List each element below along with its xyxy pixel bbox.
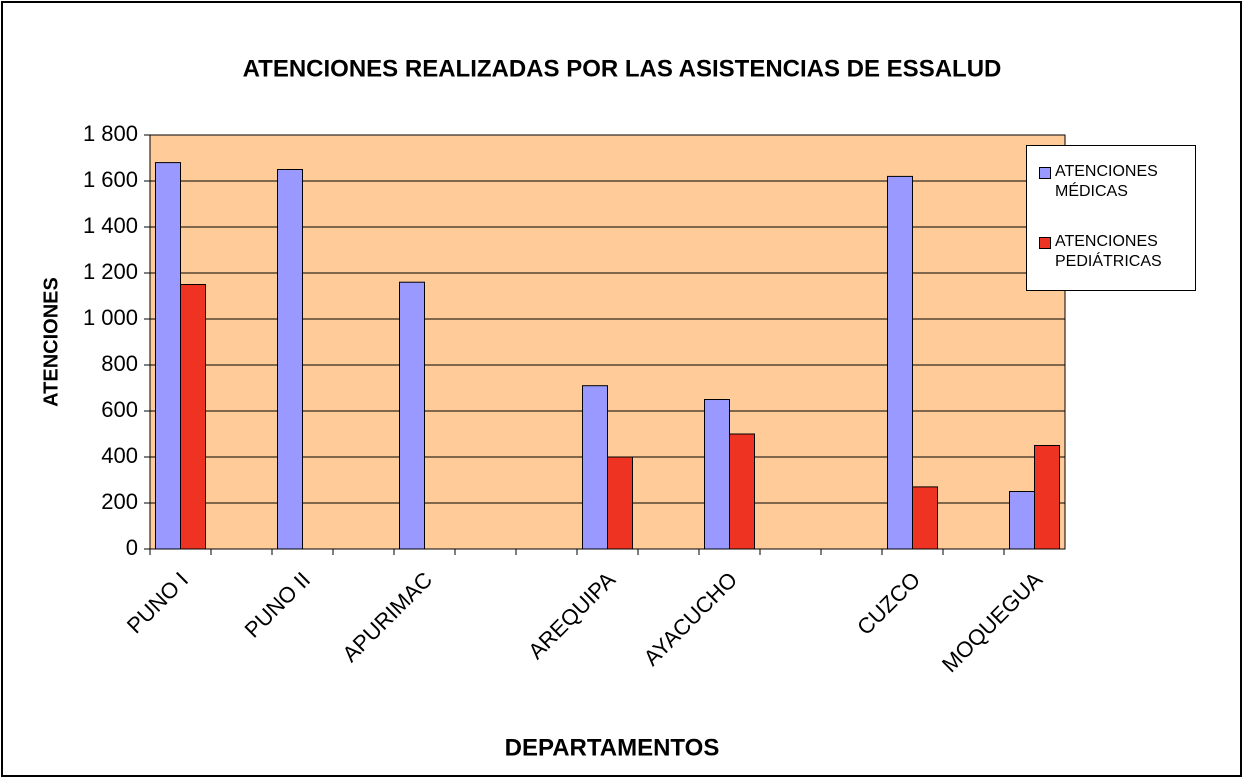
bar: [582, 385, 608, 550]
bar: [180, 284, 206, 550]
legend-swatch: [1039, 237, 1051, 249]
bar: [607, 456, 633, 550]
y-tick-label: 1 600: [83, 167, 138, 192]
y-tick-label: 1 200: [83, 259, 138, 284]
bar: [399, 281, 425, 550]
bar: [729, 433, 755, 550]
legend-swatch: [1039, 167, 1051, 179]
legend-label: ATENCIONES PEDIÁTRICAS: [1055, 233, 1162, 270]
legend-label: ATENCIONES MÉDICAS: [1055, 163, 1158, 200]
bar: [277, 169, 303, 550]
bar: [704, 399, 730, 550]
bar: [1034, 445, 1060, 550]
legend: ATENCIONES MÉDICAS ATENCIONES PEDIÁTRICAS: [1026, 145, 1196, 291]
y-tick-label: 400: [101, 443, 138, 468]
x-axis-label: DEPARTAMENTOS: [505, 734, 720, 761]
y-tick-label: 200: [101, 489, 138, 514]
y-tick-label: 0: [126, 535, 138, 560]
y-tick-label: 800: [101, 351, 138, 376]
y-tick-label: 1 800: [83, 121, 138, 146]
bar: [887, 175, 913, 550]
y-tick-label: 600: [101, 397, 138, 422]
bar: [155, 162, 181, 550]
y-tick-label: 1 000: [83, 305, 138, 330]
chart-title: ATENCIONES REALIZADAS POR LAS ASISTENCIA…: [243, 55, 1002, 82]
y-axis-label: ATENCIONES: [40, 277, 62, 407]
bar: [1009, 491, 1035, 550]
bar: [912, 486, 938, 550]
y-tick-label: 1 400: [83, 213, 138, 238]
